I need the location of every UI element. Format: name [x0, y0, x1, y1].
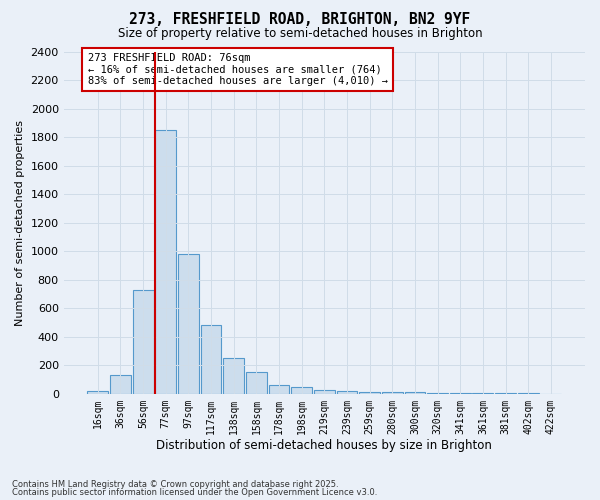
Text: Contains public sector information licensed under the Open Government Licence v3: Contains public sector information licen…: [12, 488, 377, 497]
Bar: [178, 254, 199, 394]
Text: Size of property relative to semi-detached houses in Brighton: Size of property relative to semi-detach…: [118, 28, 482, 40]
Bar: [359, 392, 380, 394]
Text: Contains HM Land Registry data © Crown copyright and database right 2025.: Contains HM Land Registry data © Crown c…: [12, 480, 338, 489]
Bar: [427, 392, 448, 394]
Bar: [314, 390, 335, 394]
Bar: [291, 388, 312, 394]
Bar: [472, 393, 493, 394]
Bar: [269, 386, 289, 394]
Text: 273, FRESHFIELD ROAD, BRIGHTON, BN2 9YF: 273, FRESHFIELD ROAD, BRIGHTON, BN2 9YF: [130, 12, 470, 28]
Bar: [200, 326, 221, 394]
X-axis label: Distribution of semi-detached houses by size in Brighton: Distribution of semi-detached houses by …: [157, 440, 492, 452]
Bar: [246, 372, 267, 394]
Text: 273 FRESHFIELD ROAD: 76sqm
← 16% of semi-detached houses are smaller (764)
83% o: 273 FRESHFIELD ROAD: 76sqm ← 16% of semi…: [88, 53, 388, 86]
Bar: [88, 392, 108, 394]
Y-axis label: Number of semi-detached properties: Number of semi-detached properties: [15, 120, 25, 326]
Bar: [382, 392, 403, 394]
Bar: [155, 130, 176, 394]
Bar: [337, 391, 358, 394]
Bar: [223, 358, 244, 394]
Bar: [110, 376, 131, 394]
Bar: [450, 393, 470, 394]
Bar: [404, 392, 425, 394]
Bar: [133, 290, 154, 394]
